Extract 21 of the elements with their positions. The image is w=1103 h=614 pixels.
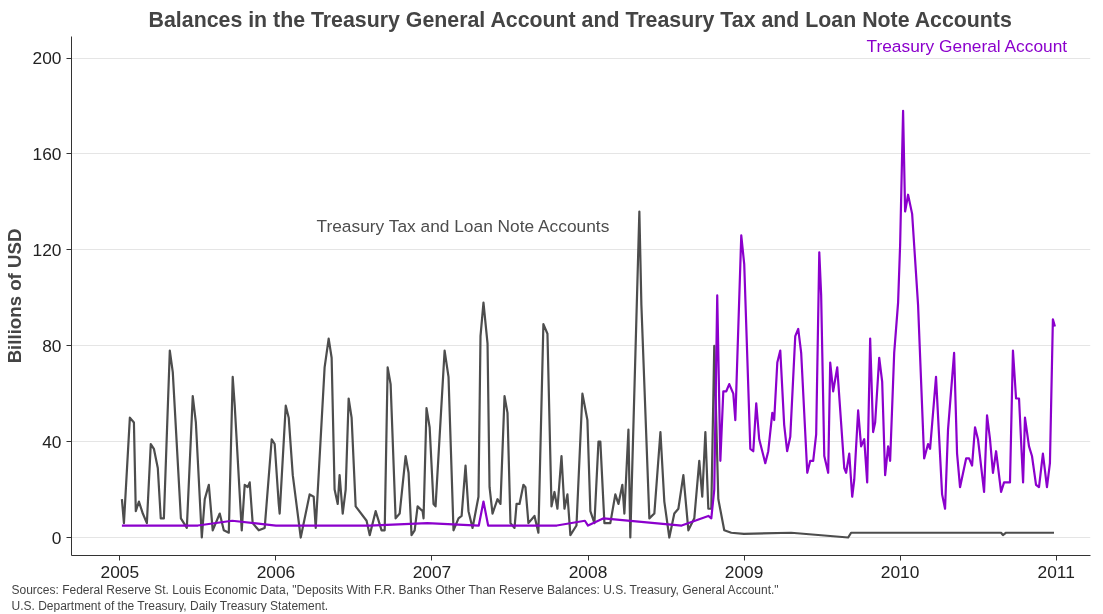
y-axis-title: Billions of USD	[3, 228, 25, 364]
text: Treasury General Account	[866, 35, 1068, 56]
text: U.S. Department of the Treasury, Daily Treasury Statement.	[11, 598, 329, 613]
series-label: Treasury Tax and Loan Note Accounts	[316, 215, 610, 236]
x-tick-label: 2005	[100, 561, 140, 582]
x-tick-label: 2008	[568, 561, 608, 582]
x-tick-label: 2009	[724, 561, 764, 582]
y-tick-label: 120	[32, 239, 62, 260]
chart-title: Balances in the Treasury General Account and Treasury Tax and Loan Note Accounts	[148, 7, 1012, 32]
y-tick-label: 0	[51, 527, 62, 548]
y-tick-label: 160	[32, 143, 62, 164]
x-tick-label: 2011	[1037, 561, 1075, 582]
y-tick-label: 40	[42, 431, 62, 452]
x-tick-label: 2006	[256, 561, 296, 582]
line-series	[120, 109, 1057, 527]
source-note: Sources: Federal Reserve St. Louis Economic Data, "Deposits With F.R. Banks Other Than Reserve Balances: U.S. Treasury, General Account."	[11, 582, 779, 597]
y-tick-label: 200	[32, 48, 62, 69]
line-series	[120, 210, 1056, 539]
x-tick-label: 2007	[412, 561, 452, 582]
x-tick-label: 2010	[880, 561, 920, 582]
y-tick-label: 80	[42, 335, 62, 356]
